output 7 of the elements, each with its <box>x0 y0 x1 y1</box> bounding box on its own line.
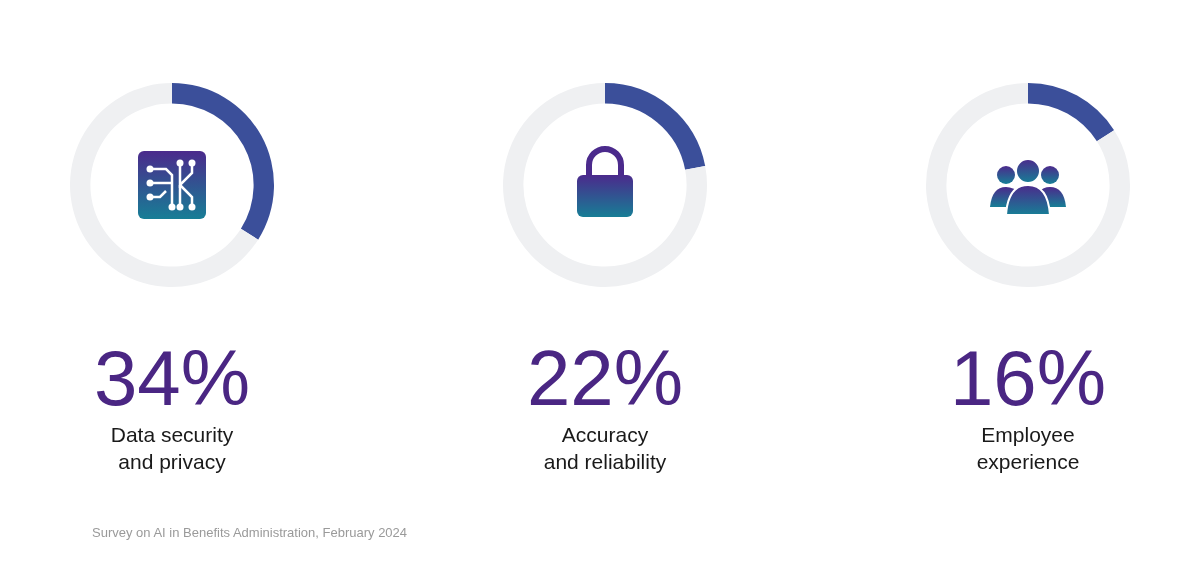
text: 22% <box>526 334 684 422</box>
text: Data security and privacy <box>110 423 234 473</box>
text: 34% <box>93 334 251 422</box>
text: Survey on AI in Benefits Administration, February 2024 <box>92 525 408 540</box>
text: 16% <box>949 334 1107 422</box>
text: Employee experience <box>976 423 1080 473</box>
text: Accuracy and reliability <box>543 423 667 473</box>
